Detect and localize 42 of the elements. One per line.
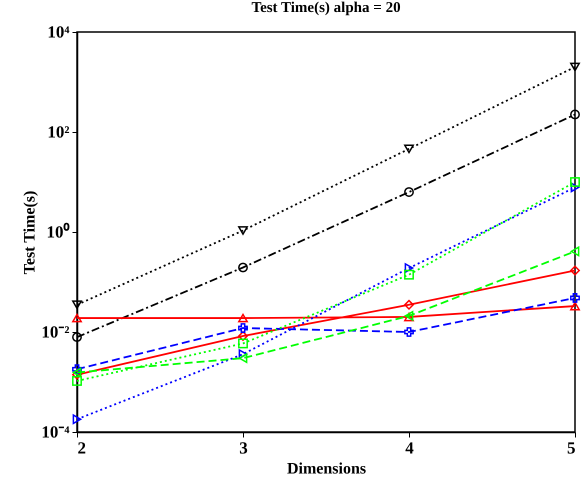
point xyxy=(72,300,82,310)
point xyxy=(404,263,414,273)
point xyxy=(238,323,248,333)
y-axis-title: Test Time(s) xyxy=(21,190,38,274)
point xyxy=(72,368,82,378)
point xyxy=(570,177,580,187)
point xyxy=(72,364,82,374)
point xyxy=(72,376,82,386)
y-tick-label: 10⁴ xyxy=(47,22,70,42)
y-tick-label: 10⁻⁴ xyxy=(41,422,70,442)
x-tick-label: 4 xyxy=(405,438,414,458)
y-tick-label: 10² xyxy=(47,122,70,142)
point xyxy=(570,110,580,120)
point xyxy=(238,262,248,272)
x-tick-label: 5 xyxy=(567,438,576,458)
point xyxy=(238,226,248,235)
point xyxy=(404,327,414,337)
point xyxy=(570,302,580,310)
point xyxy=(72,314,82,322)
point xyxy=(238,349,248,360)
point xyxy=(72,414,82,424)
point xyxy=(570,293,580,303)
x-tick-label: 2 xyxy=(78,438,86,458)
point xyxy=(238,331,248,341)
point xyxy=(238,314,248,322)
y-tick-label: 10⁻² xyxy=(41,322,70,342)
point xyxy=(404,270,414,280)
point xyxy=(570,62,580,72)
point xyxy=(404,187,414,197)
point xyxy=(72,332,82,342)
point xyxy=(570,246,580,256)
chart-title: Test Time(s) alpha = 20 xyxy=(251,0,401,16)
point xyxy=(238,338,248,348)
y-tick-label: 10⁰ xyxy=(46,222,70,242)
point xyxy=(404,300,414,310)
x-axis-title: Dimensions xyxy=(286,460,366,478)
point xyxy=(404,144,414,154)
point xyxy=(238,353,248,364)
point xyxy=(570,266,580,276)
point xyxy=(404,312,414,322)
point xyxy=(570,182,580,192)
x-tick-label: 3 xyxy=(239,438,248,458)
